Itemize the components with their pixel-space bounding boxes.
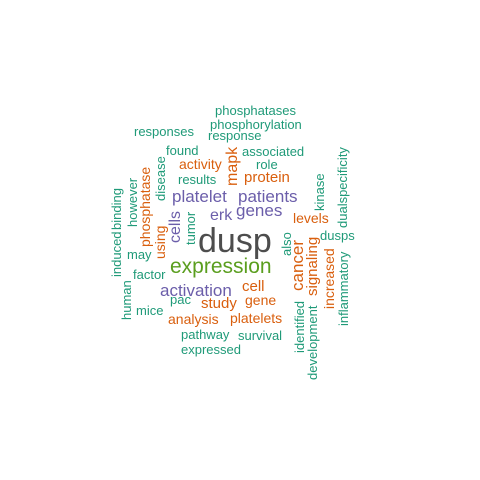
word-induced: induced [109, 231, 124, 277]
word-binding: binding [109, 188, 124, 230]
word-response: response [208, 128, 262, 143]
word-development: development [305, 305, 320, 380]
word-mapk: mapk [224, 146, 241, 186]
word-results: results [178, 172, 217, 187]
word-platelets: platelets [230, 310, 283, 326]
word-levels: levels [293, 210, 329, 226]
word-cell: cell [242, 278, 265, 295]
word-increased: increased [321, 248, 337, 309]
word-genes: genes [236, 201, 283, 220]
word-however: however [125, 177, 140, 227]
word-erk: erk [210, 207, 233, 224]
word-responses: responses [134, 124, 194, 139]
word-survival: survival [238, 328, 283, 343]
word-mice: mice [136, 303, 164, 318]
word-pac: pac [170, 292, 191, 307]
word-platelet: platelet [172, 187, 227, 206]
word-expression: expression [170, 255, 272, 278]
word-role: role [256, 157, 278, 172]
word-found: found [166, 143, 199, 158]
word-associated: associated [242, 144, 305, 159]
word-human: human [119, 280, 134, 320]
word-activity: activity [179, 156, 222, 172]
word-inflammatory: inflammatory [336, 251, 351, 326]
word-phosphatases: phosphatases [215, 103, 296, 118]
word-study: study [201, 295, 237, 312]
word-analysis: analysis [168, 311, 219, 327]
word-dusps: dusps [320, 228, 355, 243]
word-signaling: signaling [304, 236, 321, 296]
word-disease: disease [153, 156, 168, 201]
word-phosphorylation: phosphorylation [210, 117, 302, 132]
word-using: using [152, 225, 168, 259]
word-pathway: pathway [181, 327, 230, 342]
word-phosphatase: phosphatase [137, 166, 153, 247]
word-may: may [127, 247, 152, 262]
word-also: also [279, 232, 294, 256]
word-factor: factor [133, 267, 166, 282]
word-protein: protein [244, 169, 290, 186]
word-activation: activation [160, 281, 232, 300]
word-dualspecificity: dualspecificity [335, 147, 350, 228]
word-tumor: tumor [183, 211, 198, 245]
word-cells: cells [167, 210, 184, 243]
word-kinase: kinase [312, 173, 327, 211]
word-patients: patients [238, 187, 298, 206]
word-gene: gene [245, 292, 277, 308]
word-dusp: dusp [198, 222, 272, 260]
word-expressed: expressed [181, 342, 241, 357]
